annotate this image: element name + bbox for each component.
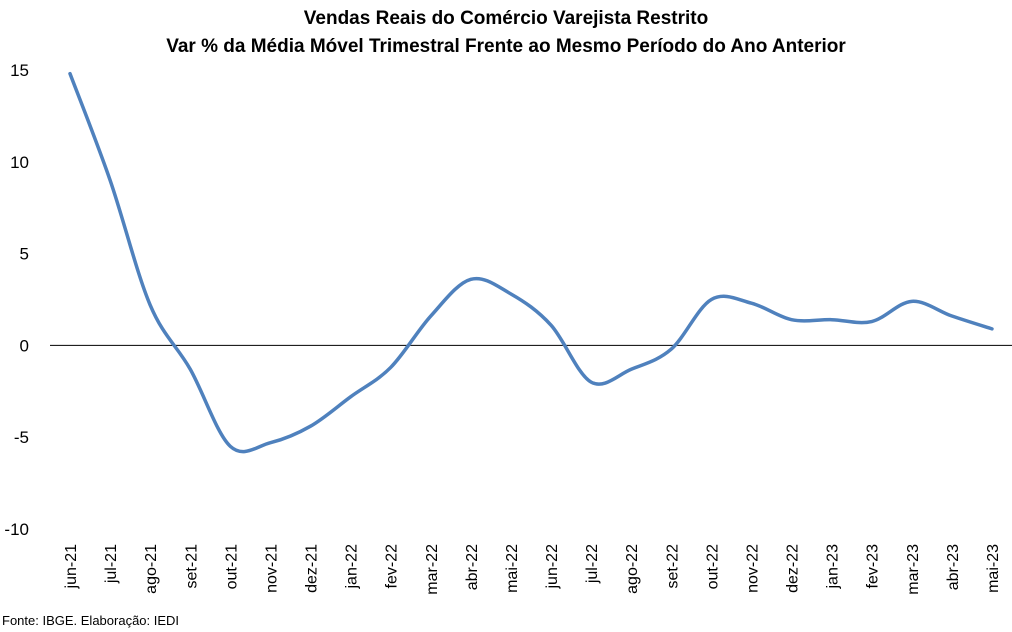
x-tick-label: jan-23: [825, 544, 842, 590]
y-tick-label: -5: [14, 428, 29, 447]
x-tick-label: fev-22: [384, 544, 401, 589]
x-tick-label: nov-21: [263, 544, 280, 593]
y-tick-label: 0: [20, 336, 29, 355]
x-tick-labels: jun-21 jul-21 ago-21 set-21 out-21 nov-21 dez-…: [63, 544, 1002, 595]
x-tick-label: jun-22: [544, 544, 561, 590]
x-tick-label: ago-21: [143, 544, 160, 594]
x-tick-label: jun-21: [63, 544, 80, 590]
chart-subtitle: Var % da Média Móvel Trimestral Frente a…: [166, 36, 846, 57]
x-tick-label: jul-22: [584, 544, 601, 584]
x-tick-label: nov-22: [744, 544, 761, 593]
x-tick-label: set-22: [664, 544, 681, 589]
x-tick-label: mai-22: [504, 544, 521, 593]
x-tick-label: abr-23: [945, 544, 962, 590]
x-tick-label: mar-22: [424, 544, 441, 595]
x-tick-label: ago-22: [624, 544, 641, 594]
source-note: Fonte: IBGE. Elaboração: IEDI: [2, 613, 180, 628]
chart-title: Vendas Reais do Comércio Varejista Restr…: [303, 8, 709, 29]
x-tick-label: out-21: [223, 544, 240, 589]
x-tick-label: set-21: [183, 544, 200, 589]
x-tick-label: dez-22: [785, 544, 802, 593]
series-group: [68, 71, 994, 454]
x-tick-label: mai-23: [985, 544, 1002, 593]
x-tick-label: fev-23: [865, 544, 882, 589]
x-tick-label: jul-21: [103, 544, 120, 584]
y-tick-label: 10: [10, 153, 29, 172]
y-tick-labels: -10 -5 0 5 10 15: [4, 61, 29, 539]
y-tick-label: 5: [20, 245, 29, 264]
x-tick-label: dez-21: [304, 544, 321, 593]
y-tick-label: 15: [10, 61, 29, 80]
series-line: [68, 71, 994, 454]
chart-title-block: Vendas Reais do Comércio Varejista Restr…: [0, 5, 1012, 61]
y-tick-label: -10: [4, 520, 29, 539]
x-tick-label: mar-23: [905, 544, 922, 595]
x-tick-label: abr-22: [464, 544, 481, 590]
x-tick-label: out-22: [704, 544, 721, 589]
x-tick-label: jan-22: [344, 544, 361, 590]
